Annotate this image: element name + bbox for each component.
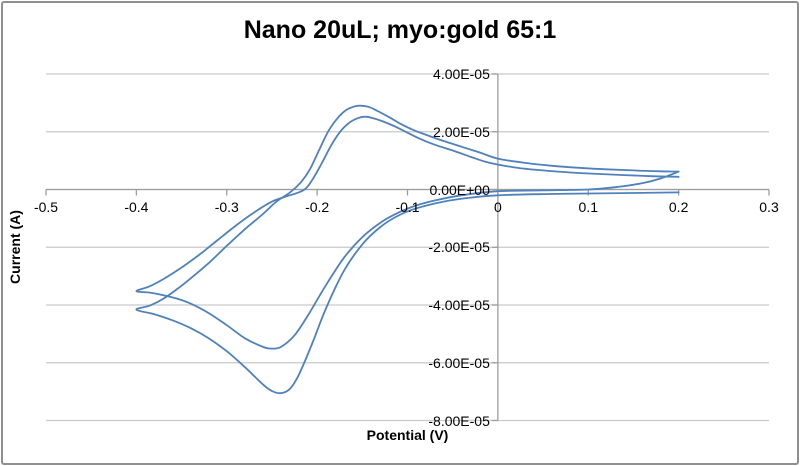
y-axis-title: Current (A)	[7, 210, 23, 284]
y-tick-label-4.00E-05: 4.00E-05	[433, 66, 490, 82]
y-tick-label-2.00E-05: 2.00E-05	[433, 123, 490, 140]
x-tick-label-0.1: 0.1	[578, 198, 598, 215]
y-tick-label-0.00E+00: 0.00E+00	[429, 181, 490, 198]
x-tick-label-0: 0	[493, 198, 502, 215]
y-tick-label--2.00E-05: -2.00E-05	[428, 239, 490, 256]
chart-title: Nano 20uL; myo:gold 65:1	[243, 16, 557, 44]
y-tick-label--4.00E-05: -4.00E-05	[428, 297, 490, 313]
x-tick-label--0.1: -0.1	[395, 198, 420, 215]
x-tick-label-0.3: 0.3	[759, 198, 779, 215]
x-tick-label-0.2: 0.2	[668, 198, 689, 215]
x-tick-label--0.3: -0.3	[214, 198, 239, 215]
y-tick-label--8.00E-05: -8.00E-05	[428, 412, 490, 429]
x-axis-title: Potential (V)	[366, 427, 449, 443]
y-tick-label--6.00E-05: -6.00E-05	[428, 354, 490, 371]
x-tick-label--0.5: -0.5	[33, 198, 59, 215]
series-cycle-2-inner	[135, 115, 680, 350]
x-tick-label--0.4: -0.4	[124, 198, 149, 215]
x-tick-label--0.2: -0.2	[305, 198, 330, 215]
series-cycle-1-outer	[135, 104, 680, 395]
